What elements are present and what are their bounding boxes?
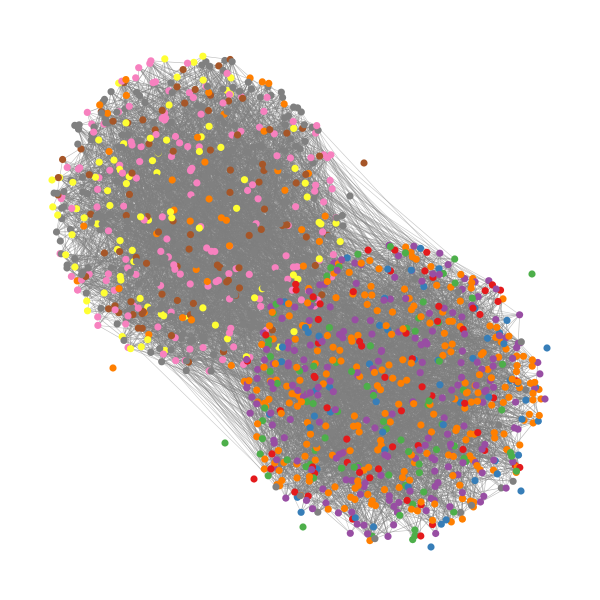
graph-edge xyxy=(163,265,304,355)
